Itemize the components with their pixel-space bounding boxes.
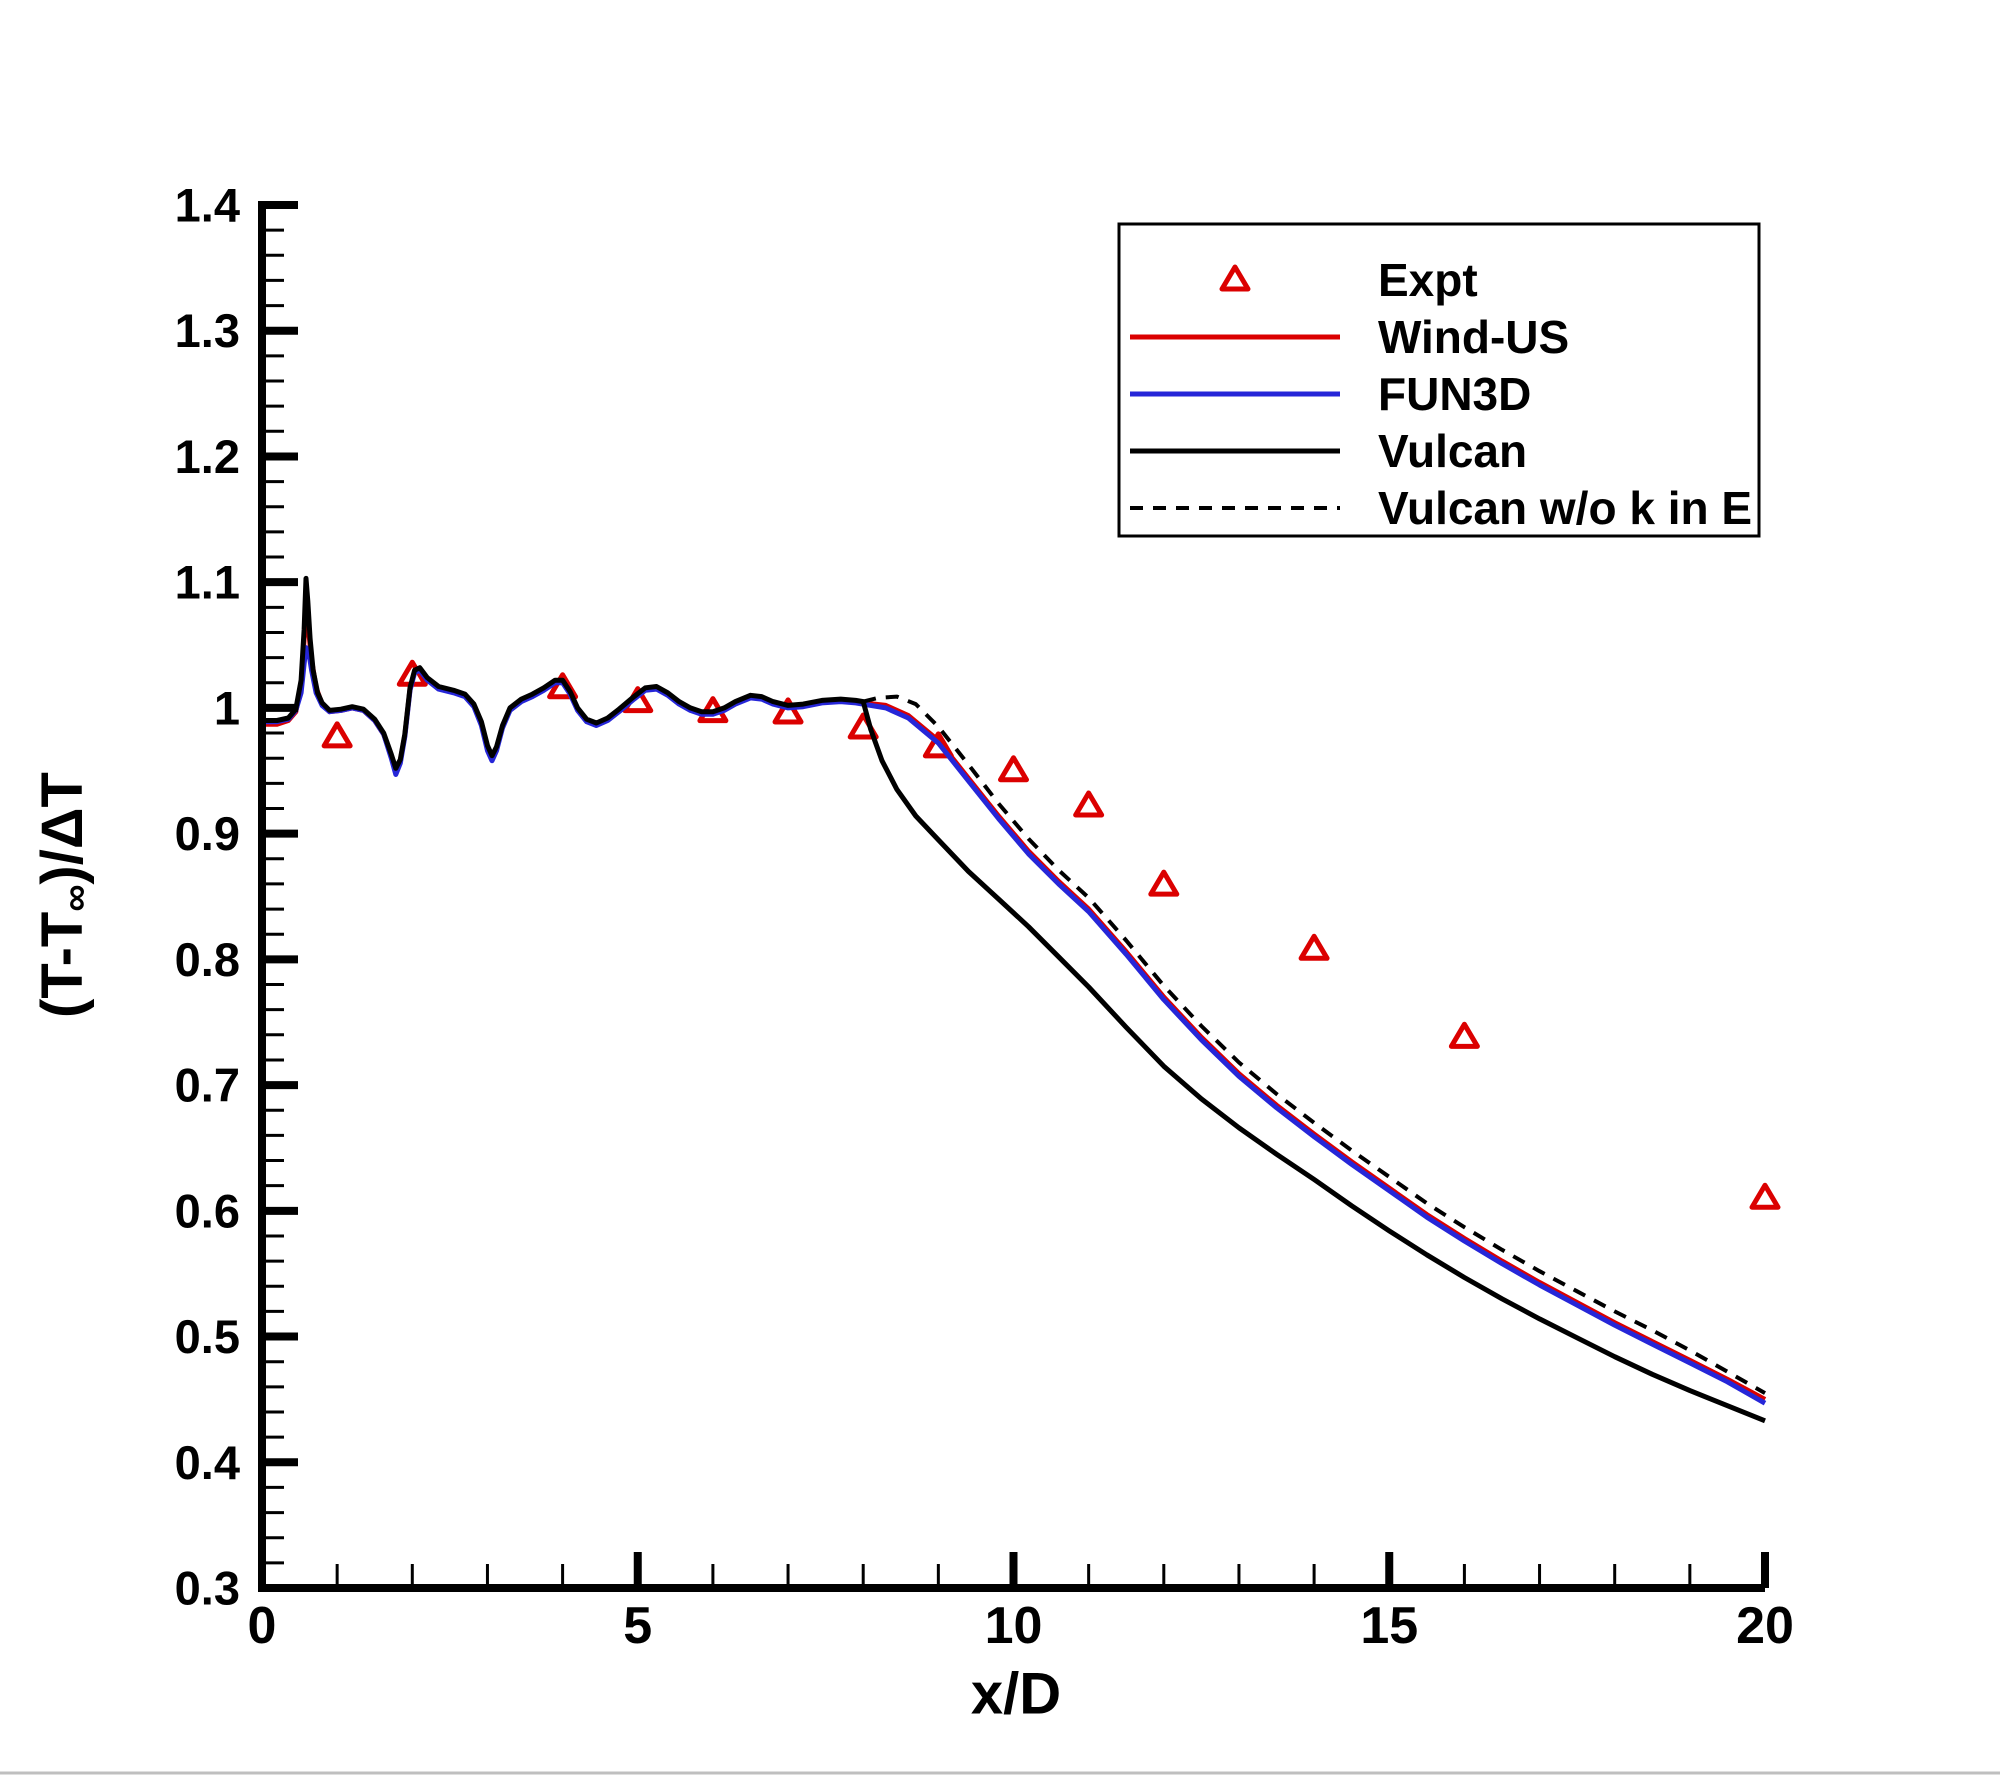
legend-marker-triangle-icon (1219, 264, 1251, 292)
legend-entry-wind-us: Wind-US (1130, 311, 1569, 363)
y-tick-label: 0.4 (175, 1436, 240, 1489)
marker-triangle-icon (1073, 790, 1105, 818)
marker-triangle-icon (1298, 933, 1330, 961)
marker-triangle-icon (998, 755, 1029, 783)
marker-triangle-icon (772, 697, 804, 725)
y-axis-ticks: 1.4 1.3 1.2 1.1 1 0.9 0.8 0.7 0.6 0.5 0.4 0.3 (175, 179, 298, 1615)
x-tick-label: 0 (248, 1597, 277, 1655)
y-tick-label: 0.8 (175, 933, 240, 986)
legend-entry-fun3d: FUN3D (1130, 368, 1531, 420)
y-tick-label: 1.3 (175, 304, 240, 357)
y-tick-label: 1 (214, 681, 240, 734)
series-layer (262, 575, 1781, 1424)
y-tick-label: 0.6 (175, 1184, 240, 1237)
x-tick-label: 20 (1736, 1597, 1794, 1655)
x-tick-label: 5 (623, 1597, 652, 1655)
marker-triangle-icon (321, 721, 353, 749)
legend-entry-vulcan: Vulcan (1130, 425, 1527, 477)
y-tick-label: 1.2 (175, 430, 240, 483)
x-axis-title: x/D (971, 1662, 1061, 1727)
y-tick-label: 0.9 (175, 807, 240, 860)
legend-entry-expt: Expt (1219, 254, 1478, 306)
legend-label: Vulcan (1378, 425, 1527, 477)
series-vulcan-w-o-k-in-e-line (862, 694, 1766, 1395)
legend-box (1117, 222, 1761, 538)
legend-label: Vulcan w/o k in E (1378, 482, 1752, 534)
y-tick-label: 0.7 (175, 1059, 240, 1112)
legend-label: Wind-US (1378, 311, 1569, 363)
legend-entry-vulcan-w-o-k-in-e: Vulcan w/o k in E (1130, 482, 1752, 534)
marker-triangle-icon (1148, 869, 1180, 897)
x-axis-ticks: 0 5 10 15 20 (248, 1552, 1794, 1655)
y-tick-label: 0.3 (175, 1562, 240, 1615)
x-tick-label: 10 (985, 1597, 1043, 1655)
marker-triangle-icon (1749, 1182, 1781, 1210)
y-tick-label: 1.4 (175, 179, 240, 232)
y-tick-label: 0.5 (175, 1310, 240, 1363)
legend-label: Expt (1378, 254, 1478, 306)
x-tick-label: 15 (1360, 1597, 1418, 1655)
legend-label: FUN3D (1378, 368, 1531, 420)
y-tick-label: 1.1 (175, 556, 240, 609)
y-axis-title: (T-T∞)/ΔT (30, 772, 98, 1018)
marker-triangle-icon (1448, 1021, 1480, 1049)
series-vulcan-line (262, 575, 1766, 1424)
